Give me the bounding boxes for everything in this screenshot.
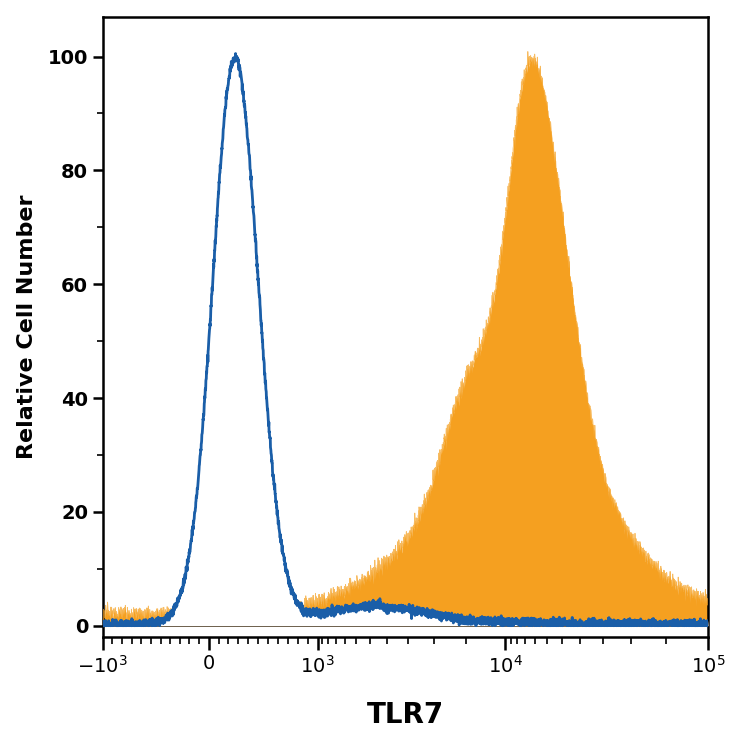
Y-axis label: Relative Cell Number: Relative Cell Number [16, 195, 36, 459]
X-axis label: TLR7: TLR7 [367, 701, 444, 730]
